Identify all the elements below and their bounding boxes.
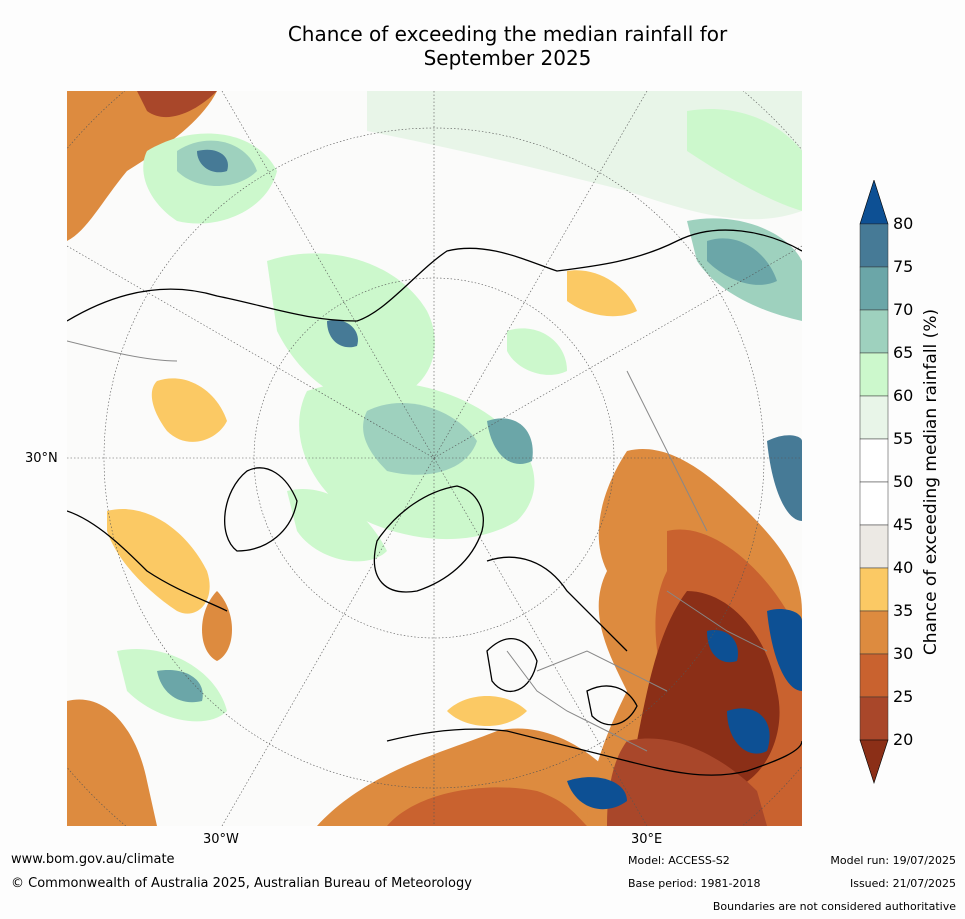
colorbar-tick-label: 55: [893, 429, 914, 448]
colorbar-band: [859, 352, 889, 397]
colorbar-band: [859, 696, 889, 741]
colorbar-band: [859, 610, 889, 655]
footer-base-period: Base period: 1981-2018: [628, 877, 761, 890]
colorbar-tick-label: 60: [893, 386, 914, 405]
footer-url: www.bom.gov.au/climate: [11, 852, 175, 867]
footer-issued: Issued: 21/07/2025: [849, 877, 956, 890]
colorbar-tick-label: 35: [893, 601, 914, 620]
probability-patches: [67, 91, 802, 826]
colorbar-tick-label: 40: [893, 558, 914, 577]
colorbar-band: [859, 653, 889, 698]
footer-disclaimer: Boundaries are not considered authoritat…: [712, 900, 956, 913]
graticule: [67, 91, 802, 826]
colorbar-tick-label: 45: [893, 515, 914, 534]
colorbar: [859, 180, 889, 784]
colorbar-tick-label: 50: [893, 472, 914, 491]
lat-label-30n: 30°N: [25, 451, 58, 466]
colorbar-band: [859, 309, 889, 354]
coastlines: [67, 229, 802, 776]
colorbar-label: Chance of exceeding median rainfall (%): [921, 308, 941, 656]
colorbar-extension-min: [859, 739, 889, 784]
lon-label-30w: 30°W: [203, 832, 239, 847]
colorbar-band: [859, 223, 889, 268]
colorbar-band: [859, 266, 889, 311]
colorbar-band: [859, 481, 889, 526]
map-title: Chance of exceeding the median rainfall …: [200, 22, 815, 70]
colorbar-tick-label: 80: [893, 214, 914, 233]
title-line-1: Chance of exceeding the median rainfall …: [287, 22, 728, 46]
colorbar-tick-label: 65: [893, 343, 914, 362]
colorbar-band: [859, 524, 889, 569]
footer-model: Model: ACCESS-S2: [628, 854, 730, 867]
colorbar-tick-label: 70: [893, 300, 914, 319]
colorbar-extension-max: [859, 180, 889, 225]
colorbar-tick-label: 30: [893, 644, 914, 663]
title-line-2: September 2025: [423, 46, 592, 70]
footer-model-run: Model run: 19/07/2025: [830, 854, 956, 867]
colorbar-band: [859, 395, 889, 440]
colorbar-tick-label: 20: [893, 730, 914, 749]
footer-copyright: © Commonwealth of Australia 2025, Austra…: [11, 876, 472, 891]
country-boundaries: [67, 340, 768, 752]
colorbar-band: [859, 567, 889, 612]
rainfall-probability-map: [67, 91, 802, 826]
colorbar-tick-label: 75: [893, 257, 914, 276]
colorbar-tick-label: 25: [893, 687, 914, 706]
lon-label-30e: 30°E: [631, 832, 663, 847]
colorbar-band: [859, 438, 889, 483]
